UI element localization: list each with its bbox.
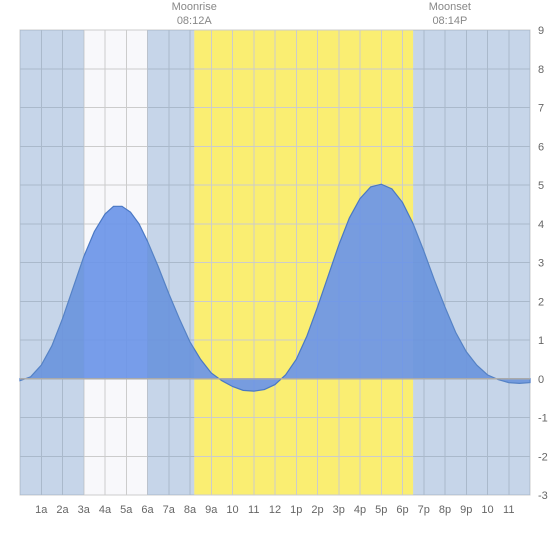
x-tick-label: 5a bbox=[120, 504, 133, 516]
x-tick-label: 4a bbox=[99, 504, 112, 516]
y-tick-label: 3 bbox=[538, 258, 544, 270]
y-tick-label: -2 bbox=[538, 451, 548, 463]
x-tick-label: 10 bbox=[481, 504, 493, 516]
y-tick-label: 5 bbox=[538, 180, 544, 192]
x-tick-label: 8p bbox=[439, 504, 451, 516]
x-tick-label: 9a bbox=[205, 504, 218, 516]
x-tick-label: 3a bbox=[78, 504, 91, 516]
x-tick-label: 11 bbox=[503, 504, 514, 516]
x-tick-label: 2a bbox=[56, 504, 69, 516]
chart-svg: 1a2a3a4a5a6a7a8a9a1011121p2p3p4p5p6p7p8p… bbox=[0, 0, 550, 550]
x-tick-label: 8a bbox=[184, 504, 197, 516]
x-tick-label: 4p bbox=[354, 504, 366, 516]
x-tick-label: 3p bbox=[333, 504, 345, 516]
x-tick-label: 11 bbox=[248, 504, 259, 516]
x-tick-label: 1p bbox=[290, 504, 302, 516]
y-tick-label: 2 bbox=[538, 296, 544, 308]
x-tick-label: 6a bbox=[141, 504, 154, 516]
x-tick-label: 7p bbox=[418, 504, 430, 516]
moonrise-time: 08:12A bbox=[164, 14, 224, 28]
x-tick-label: 12 bbox=[269, 504, 281, 516]
x-tick-label: 1a bbox=[35, 504, 48, 516]
moonset-annotation: Moonset 08:14P bbox=[420, 0, 480, 29]
y-tick-label: 4 bbox=[538, 219, 544, 231]
x-tick-label: 5p bbox=[375, 504, 387, 516]
x-tick-label: 9p bbox=[460, 504, 472, 516]
y-tick-label: -1 bbox=[538, 413, 548, 425]
moonset-label: Moonset bbox=[420, 0, 480, 14]
y-tick-label: 8 bbox=[538, 64, 544, 76]
moonrise-annotation: Moonrise 08:12A bbox=[164, 0, 224, 29]
x-tick-label: 10 bbox=[226, 504, 238, 516]
x-tick-label: 7a bbox=[163, 504, 176, 516]
y-tick-label: 7 bbox=[538, 103, 544, 115]
y-tick-label: 9 bbox=[538, 25, 544, 37]
tide-chart: Moonrise 08:12A Moonset 08:14P 1a 2a 3a 4a 5… bbox=[0, 0, 550, 550]
y-tick-label: 6 bbox=[538, 141, 544, 153]
x-tick-label: 6p bbox=[396, 504, 408, 516]
y-tick-label: -3 bbox=[538, 490, 548, 502]
moonrise-label: Moonrise bbox=[164, 0, 224, 14]
x-tick-label: 2p bbox=[311, 504, 323, 516]
y-tick-label: 0 bbox=[538, 374, 544, 386]
y-tick-label: 1 bbox=[538, 335, 544, 347]
moonset-time: 08:14P bbox=[420, 14, 480, 28]
